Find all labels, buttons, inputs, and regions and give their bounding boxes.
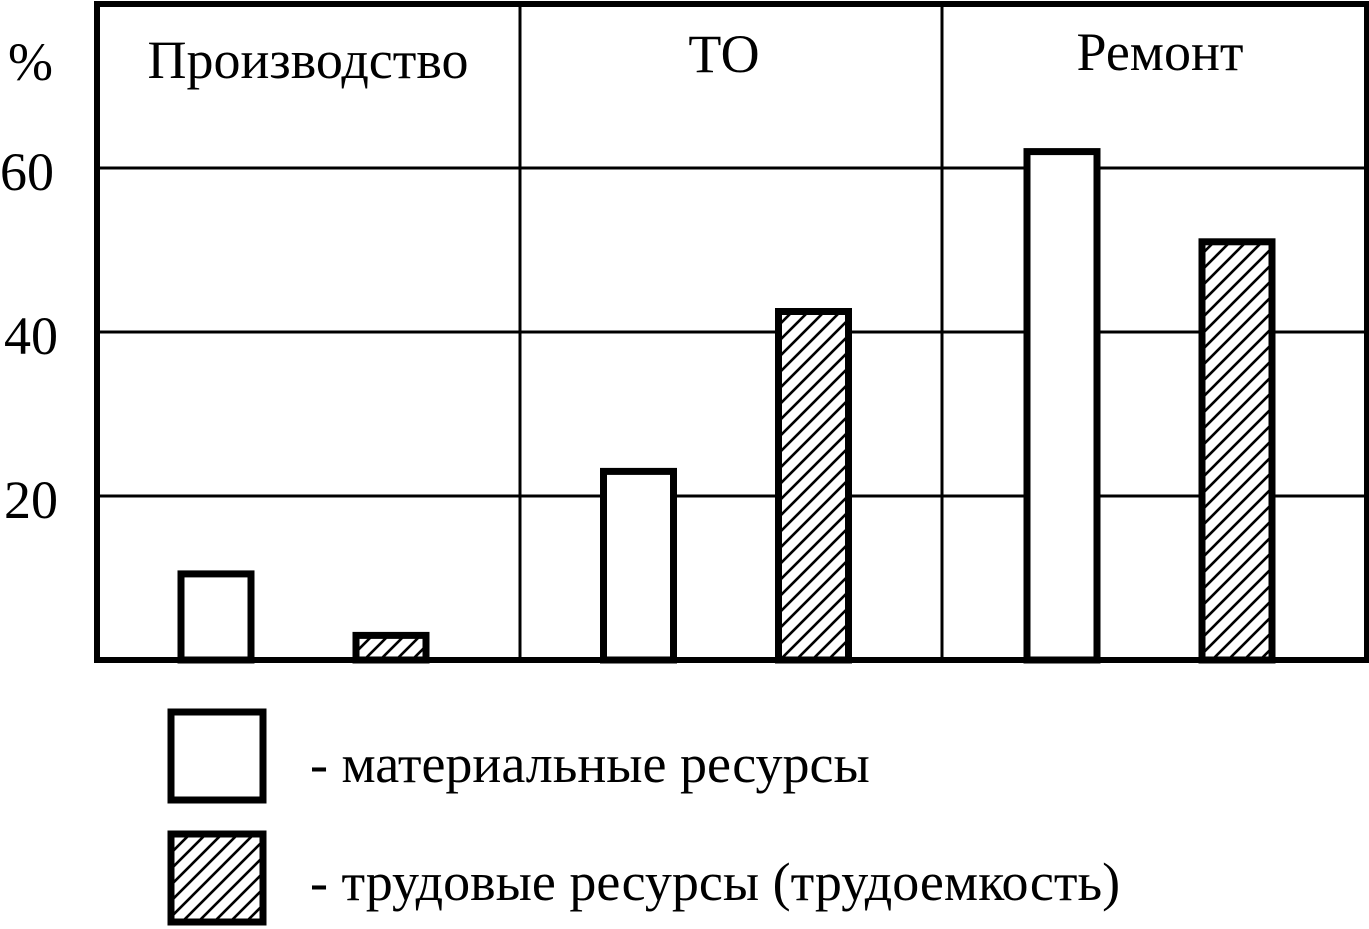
- y-axis-label: %: [8, 32, 53, 92]
- gridlines: [97, 166, 1367, 498]
- bar-labor-3: [1198, 238, 1276, 664]
- bar-labor-1: [352, 631, 430, 664]
- y-tick-label-60: 60: [0, 142, 54, 202]
- category-label-repair: Ремонт: [1077, 22, 1244, 82]
- category-label-maintenance: ТО: [688, 24, 759, 84]
- y-tick-label-40: 40: [4, 306, 58, 366]
- y-tick-label-20: 20: [4, 470, 58, 530]
- bar-material-2: [600, 467, 677, 664]
- legend-label-material: - материальные ресурсы: [310, 734, 870, 794]
- bars: [177, 148, 1276, 664]
- category-dividers: [518, 4, 944, 660]
- y-tick-labels: 20 40 60: [0, 142, 58, 530]
- bar-material-1: [177, 570, 255, 664]
- category-labels: Производство ТО Ремонт: [148, 22, 1244, 90]
- bar-labor-2: [775, 308, 852, 664]
- legend: - материальные ресурсы - трудовые ресурс…: [167, 708, 1120, 926]
- plot-frame: [94, 1, 1369, 663]
- bar-material-3: [1023, 148, 1101, 664]
- legend-swatch-material: [167, 708, 267, 804]
- category-label-production: Производство: [148, 30, 469, 90]
- legend-label-labor: - трудовые ресурсы (трудоемкость): [310, 852, 1120, 912]
- legend-swatch-labor: [167, 830, 267, 926]
